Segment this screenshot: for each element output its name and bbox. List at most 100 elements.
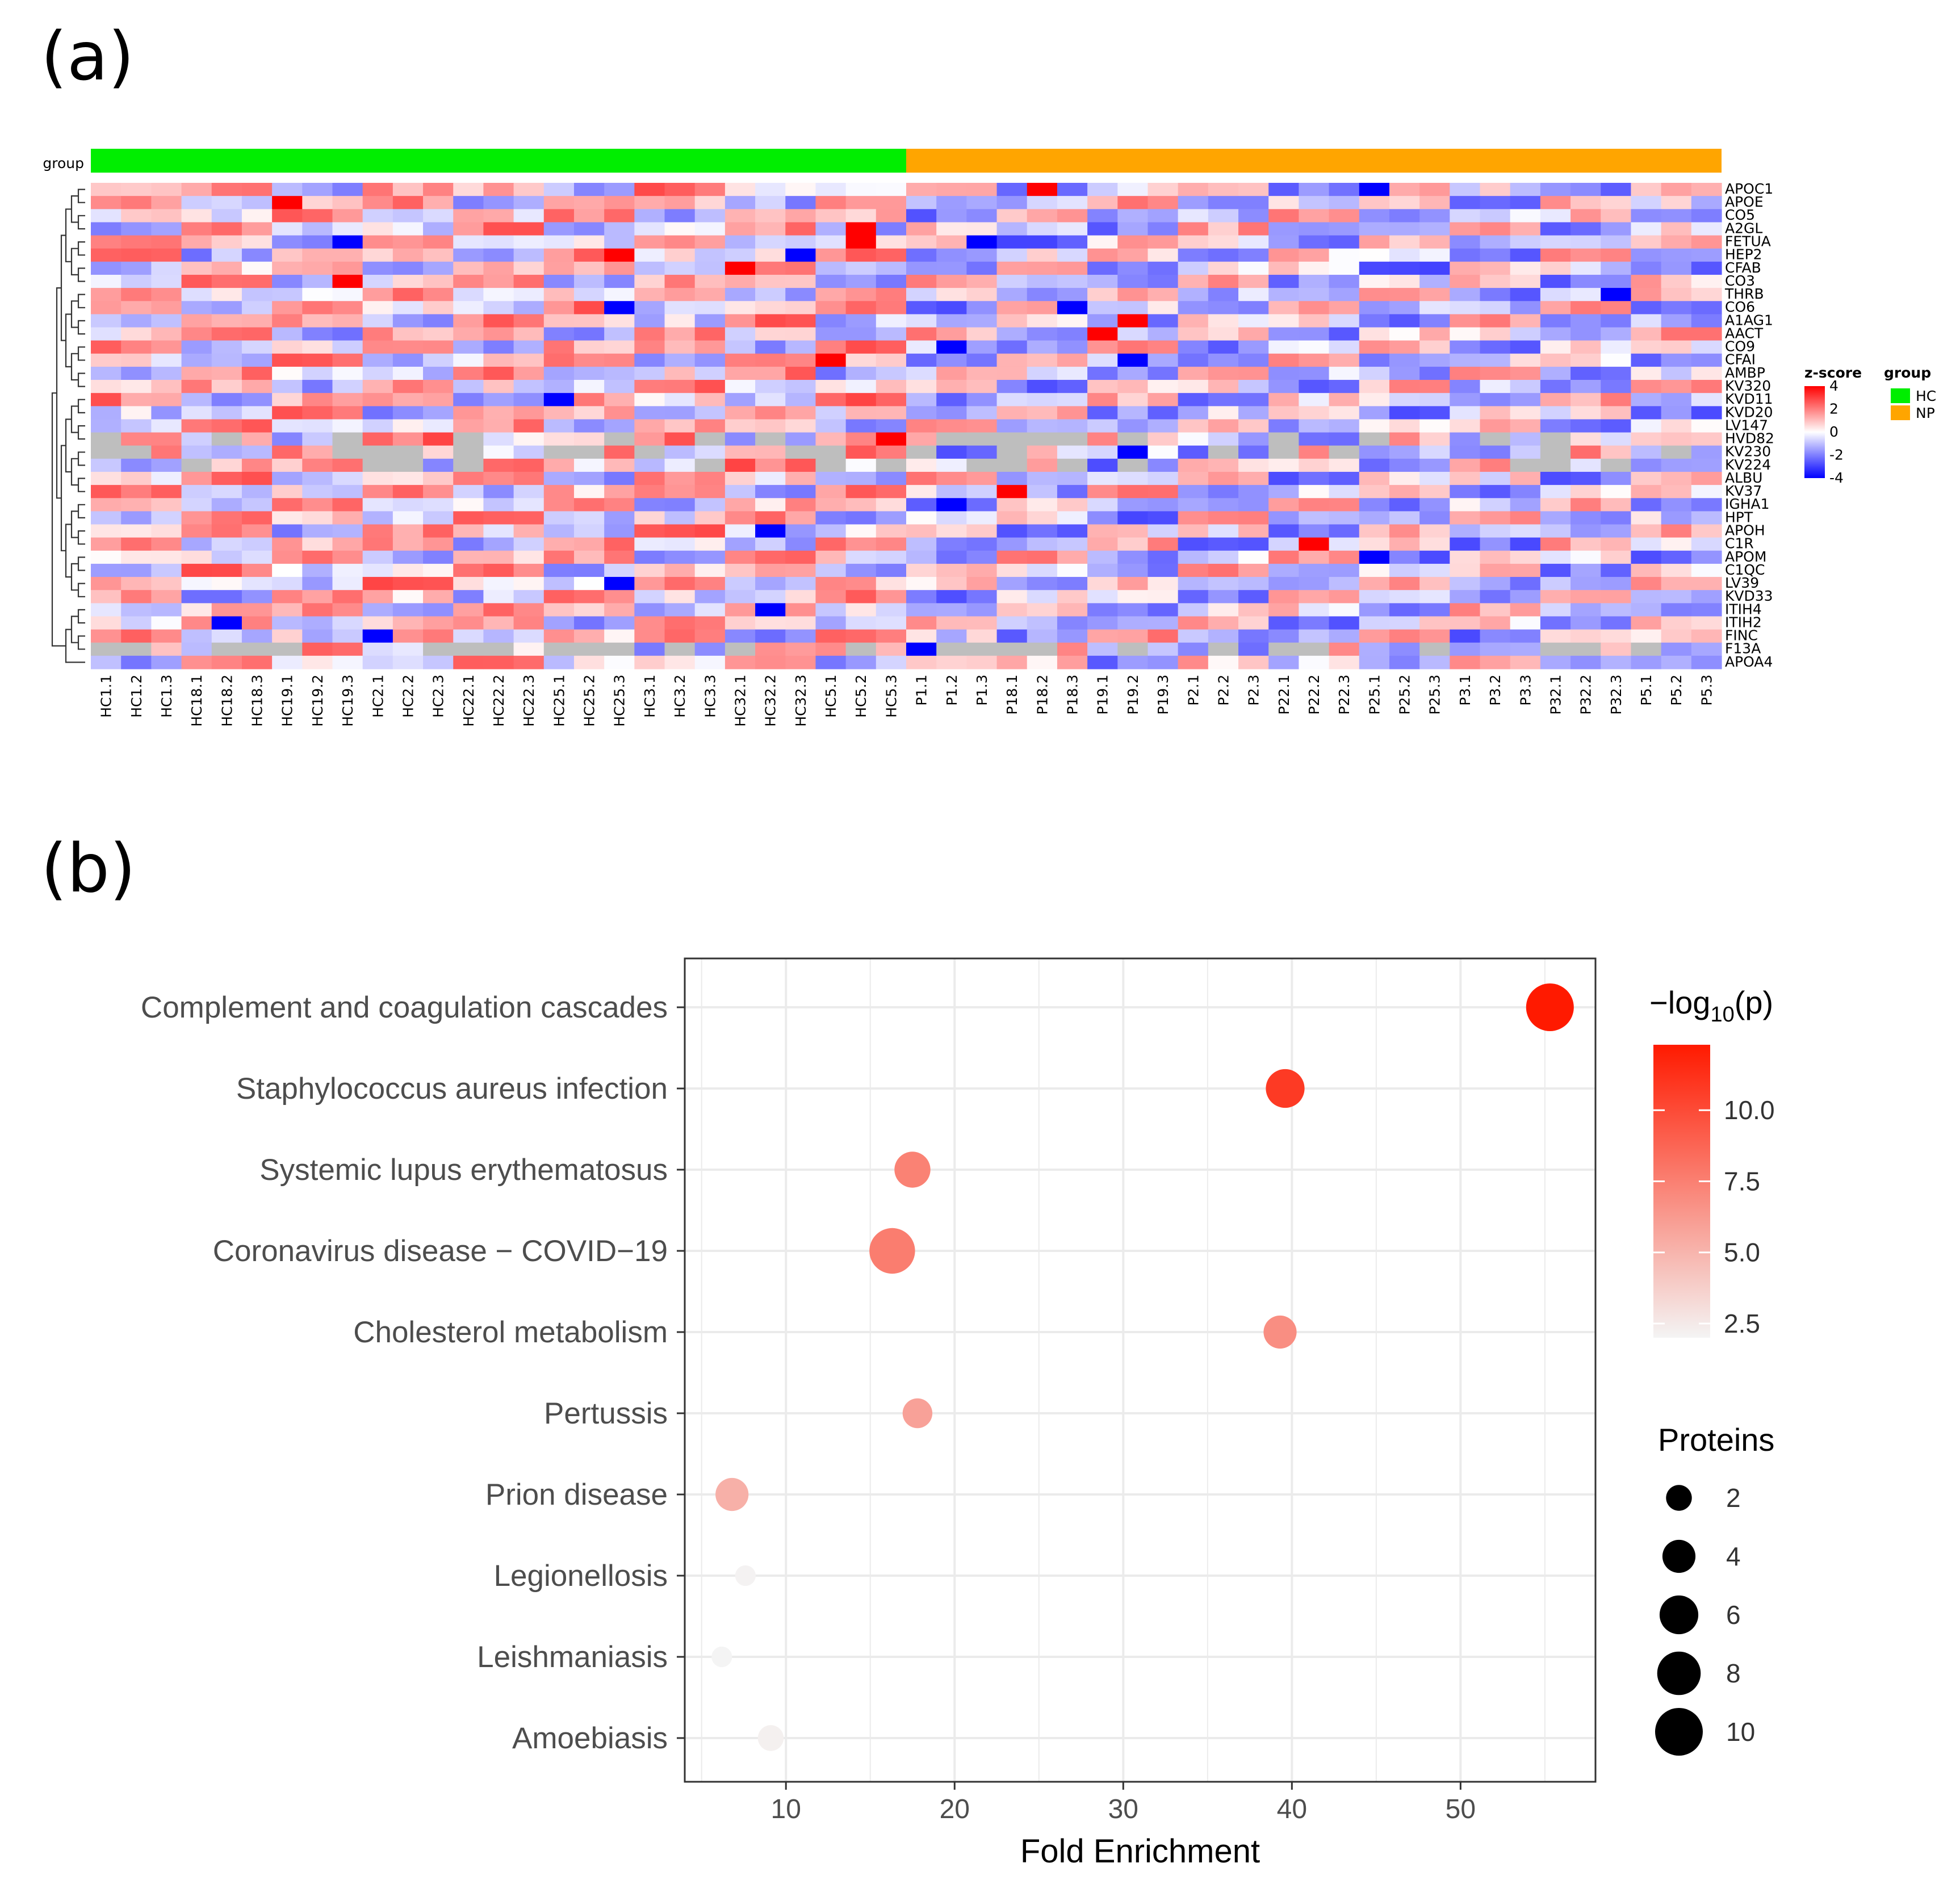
heatmap-cell xyxy=(91,183,122,196)
heatmap-cell xyxy=(423,183,454,196)
heatmap-cell xyxy=(1027,458,1058,472)
heatmap-cell xyxy=(1147,511,1179,525)
heatmap-cell xyxy=(1691,485,1722,499)
heatmap-cell xyxy=(1178,550,1209,564)
heatmap-cell xyxy=(121,314,152,328)
heatmap-cell xyxy=(1208,577,1239,591)
row-label: CO5 xyxy=(1725,207,1755,223)
heatmap-cell xyxy=(241,327,273,341)
heatmap-cell xyxy=(241,248,273,262)
heatmap-cell xyxy=(453,235,484,249)
heatmap-cell xyxy=(1057,353,1088,367)
row-label: C1R xyxy=(1725,535,1754,552)
heatmap-cell xyxy=(1178,340,1209,354)
heatmap-cell xyxy=(845,524,877,538)
heatmap-cell xyxy=(1057,590,1088,604)
heatmap-cell xyxy=(1691,577,1722,591)
heatmap-cell xyxy=(1147,577,1179,591)
heatmap-cell xyxy=(91,419,122,433)
row-label: A2GL xyxy=(1725,220,1762,236)
heatmap-cell xyxy=(272,340,303,354)
heatmap-cell xyxy=(1057,419,1088,433)
heatmap-cell xyxy=(996,406,1028,420)
heatmap-cell xyxy=(785,235,816,249)
heatmap-cell xyxy=(966,353,998,367)
heatmap-cell xyxy=(724,380,756,393)
heatmap-cell xyxy=(1480,196,1511,210)
column-label: HC25.1 xyxy=(551,675,567,727)
group-legend-swatch-hc xyxy=(1891,388,1910,403)
heatmap-cell xyxy=(1057,288,1088,302)
heatmap-cell xyxy=(604,577,635,591)
heatmap-cell xyxy=(755,655,786,669)
heatmap-cell xyxy=(1661,314,1692,328)
heatmap-cell xyxy=(785,524,816,538)
heatmap-cell xyxy=(573,616,605,630)
heatmap-cell xyxy=(392,524,424,538)
heatmap-cell xyxy=(1450,406,1481,420)
heatmap-cell xyxy=(1601,537,1632,551)
heatmap-cell xyxy=(996,196,1028,210)
heatmap-cell xyxy=(1178,235,1209,249)
color-legend-title-part: −log xyxy=(1649,985,1710,1020)
heatmap-cell xyxy=(936,550,967,564)
row-label: KV37 xyxy=(1725,483,1762,499)
heatmap-cell xyxy=(1087,655,1118,669)
heatmap-cell xyxy=(1087,445,1118,459)
heatmap-cell xyxy=(906,550,937,564)
heatmap-cell xyxy=(151,209,182,223)
heatmap-cell xyxy=(1450,274,1481,288)
heatmap-cell xyxy=(1178,485,1209,499)
heatmap-cell xyxy=(996,524,1028,538)
heatmap-cell xyxy=(1057,366,1088,380)
heatmap-cell xyxy=(724,616,756,630)
heatmap-cell xyxy=(241,577,273,591)
heatmap-cell xyxy=(453,274,484,288)
heatmap-cell xyxy=(483,301,514,315)
heatmap-cell xyxy=(1631,222,1662,236)
heatmap-cell xyxy=(1208,261,1239,275)
heatmap-cell xyxy=(1329,563,1360,577)
heatmap-cell xyxy=(91,406,122,420)
heatmap-cell xyxy=(1057,432,1088,446)
heatmap-cell xyxy=(1419,445,1450,459)
heatmap-cell xyxy=(755,327,786,341)
column-label: P2.3 xyxy=(1246,675,1262,706)
heatmap-cell xyxy=(604,485,635,499)
heatmap-cell xyxy=(1601,445,1632,459)
heatmap-cell xyxy=(966,577,998,591)
heatmap-cell xyxy=(936,642,967,656)
heatmap-cell xyxy=(1117,327,1149,341)
heatmap-cell xyxy=(936,419,967,433)
heatmap-cell xyxy=(785,550,816,564)
heatmap-cell xyxy=(1570,432,1601,446)
heatmap-cell xyxy=(1238,629,1269,643)
heatmap-cell xyxy=(1570,261,1601,275)
heatmap-cell xyxy=(996,209,1028,223)
heatmap-cell xyxy=(1601,209,1632,223)
heatmap-cell xyxy=(1208,432,1239,446)
heatmap-cell xyxy=(724,603,756,617)
heatmap-cell xyxy=(1570,406,1601,420)
heatmap-cell xyxy=(876,498,907,512)
heatmap-cell xyxy=(573,248,605,262)
heatmap-cell xyxy=(785,458,816,472)
heatmap-cell xyxy=(1359,563,1390,577)
heatmap-cell xyxy=(1540,577,1571,591)
heatmap-cell xyxy=(1661,196,1692,210)
heatmap-cell xyxy=(181,445,212,459)
heatmap-cell xyxy=(1268,301,1300,315)
heatmap-cell xyxy=(694,209,726,223)
heatmap-cell xyxy=(1450,261,1481,275)
heatmap-cell xyxy=(1027,366,1058,380)
heatmap-cell xyxy=(1450,327,1481,341)
heatmap-cell xyxy=(91,380,122,393)
heatmap-cell xyxy=(573,590,605,604)
heatmap-cell xyxy=(1570,498,1601,512)
heatmap-cell xyxy=(151,340,182,354)
heatmap-cell xyxy=(483,445,514,459)
heatmap-cell xyxy=(302,498,333,512)
heatmap-cell xyxy=(1661,629,1692,643)
heatmap-cell xyxy=(573,274,605,288)
heatmap-cell xyxy=(1510,642,1541,656)
